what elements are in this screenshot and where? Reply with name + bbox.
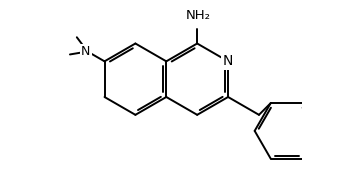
Text: NH₂: NH₂ bbox=[185, 9, 210, 22]
Text: N: N bbox=[81, 45, 90, 58]
Text: N: N bbox=[223, 54, 233, 68]
